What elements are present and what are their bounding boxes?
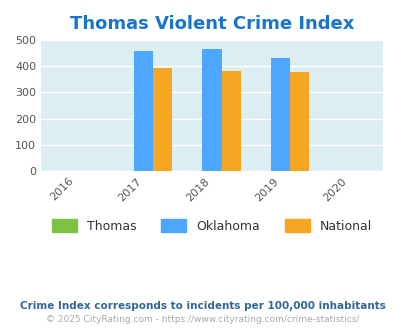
Title: Thomas Violent Crime Index: Thomas Violent Crime Index — [70, 15, 353, 33]
Bar — [134, 51, 153, 171]
Legend: Thomas, Oklahoma, National: Thomas, Oklahoma, National — [47, 214, 376, 238]
Text: © 2025 CityRating.com - https://www.cityrating.com/crime-statistics/: © 2025 CityRating.com - https://www.city… — [46, 315, 359, 324]
Bar — [153, 68, 172, 171]
Bar — [289, 72, 308, 171]
Text: Crime Index corresponds to incidents per 100,000 inhabitants: Crime Index corresponds to incidents per… — [20, 301, 385, 311]
Bar — [270, 58, 289, 171]
Bar — [202, 49, 221, 171]
Bar — [221, 71, 240, 171]
